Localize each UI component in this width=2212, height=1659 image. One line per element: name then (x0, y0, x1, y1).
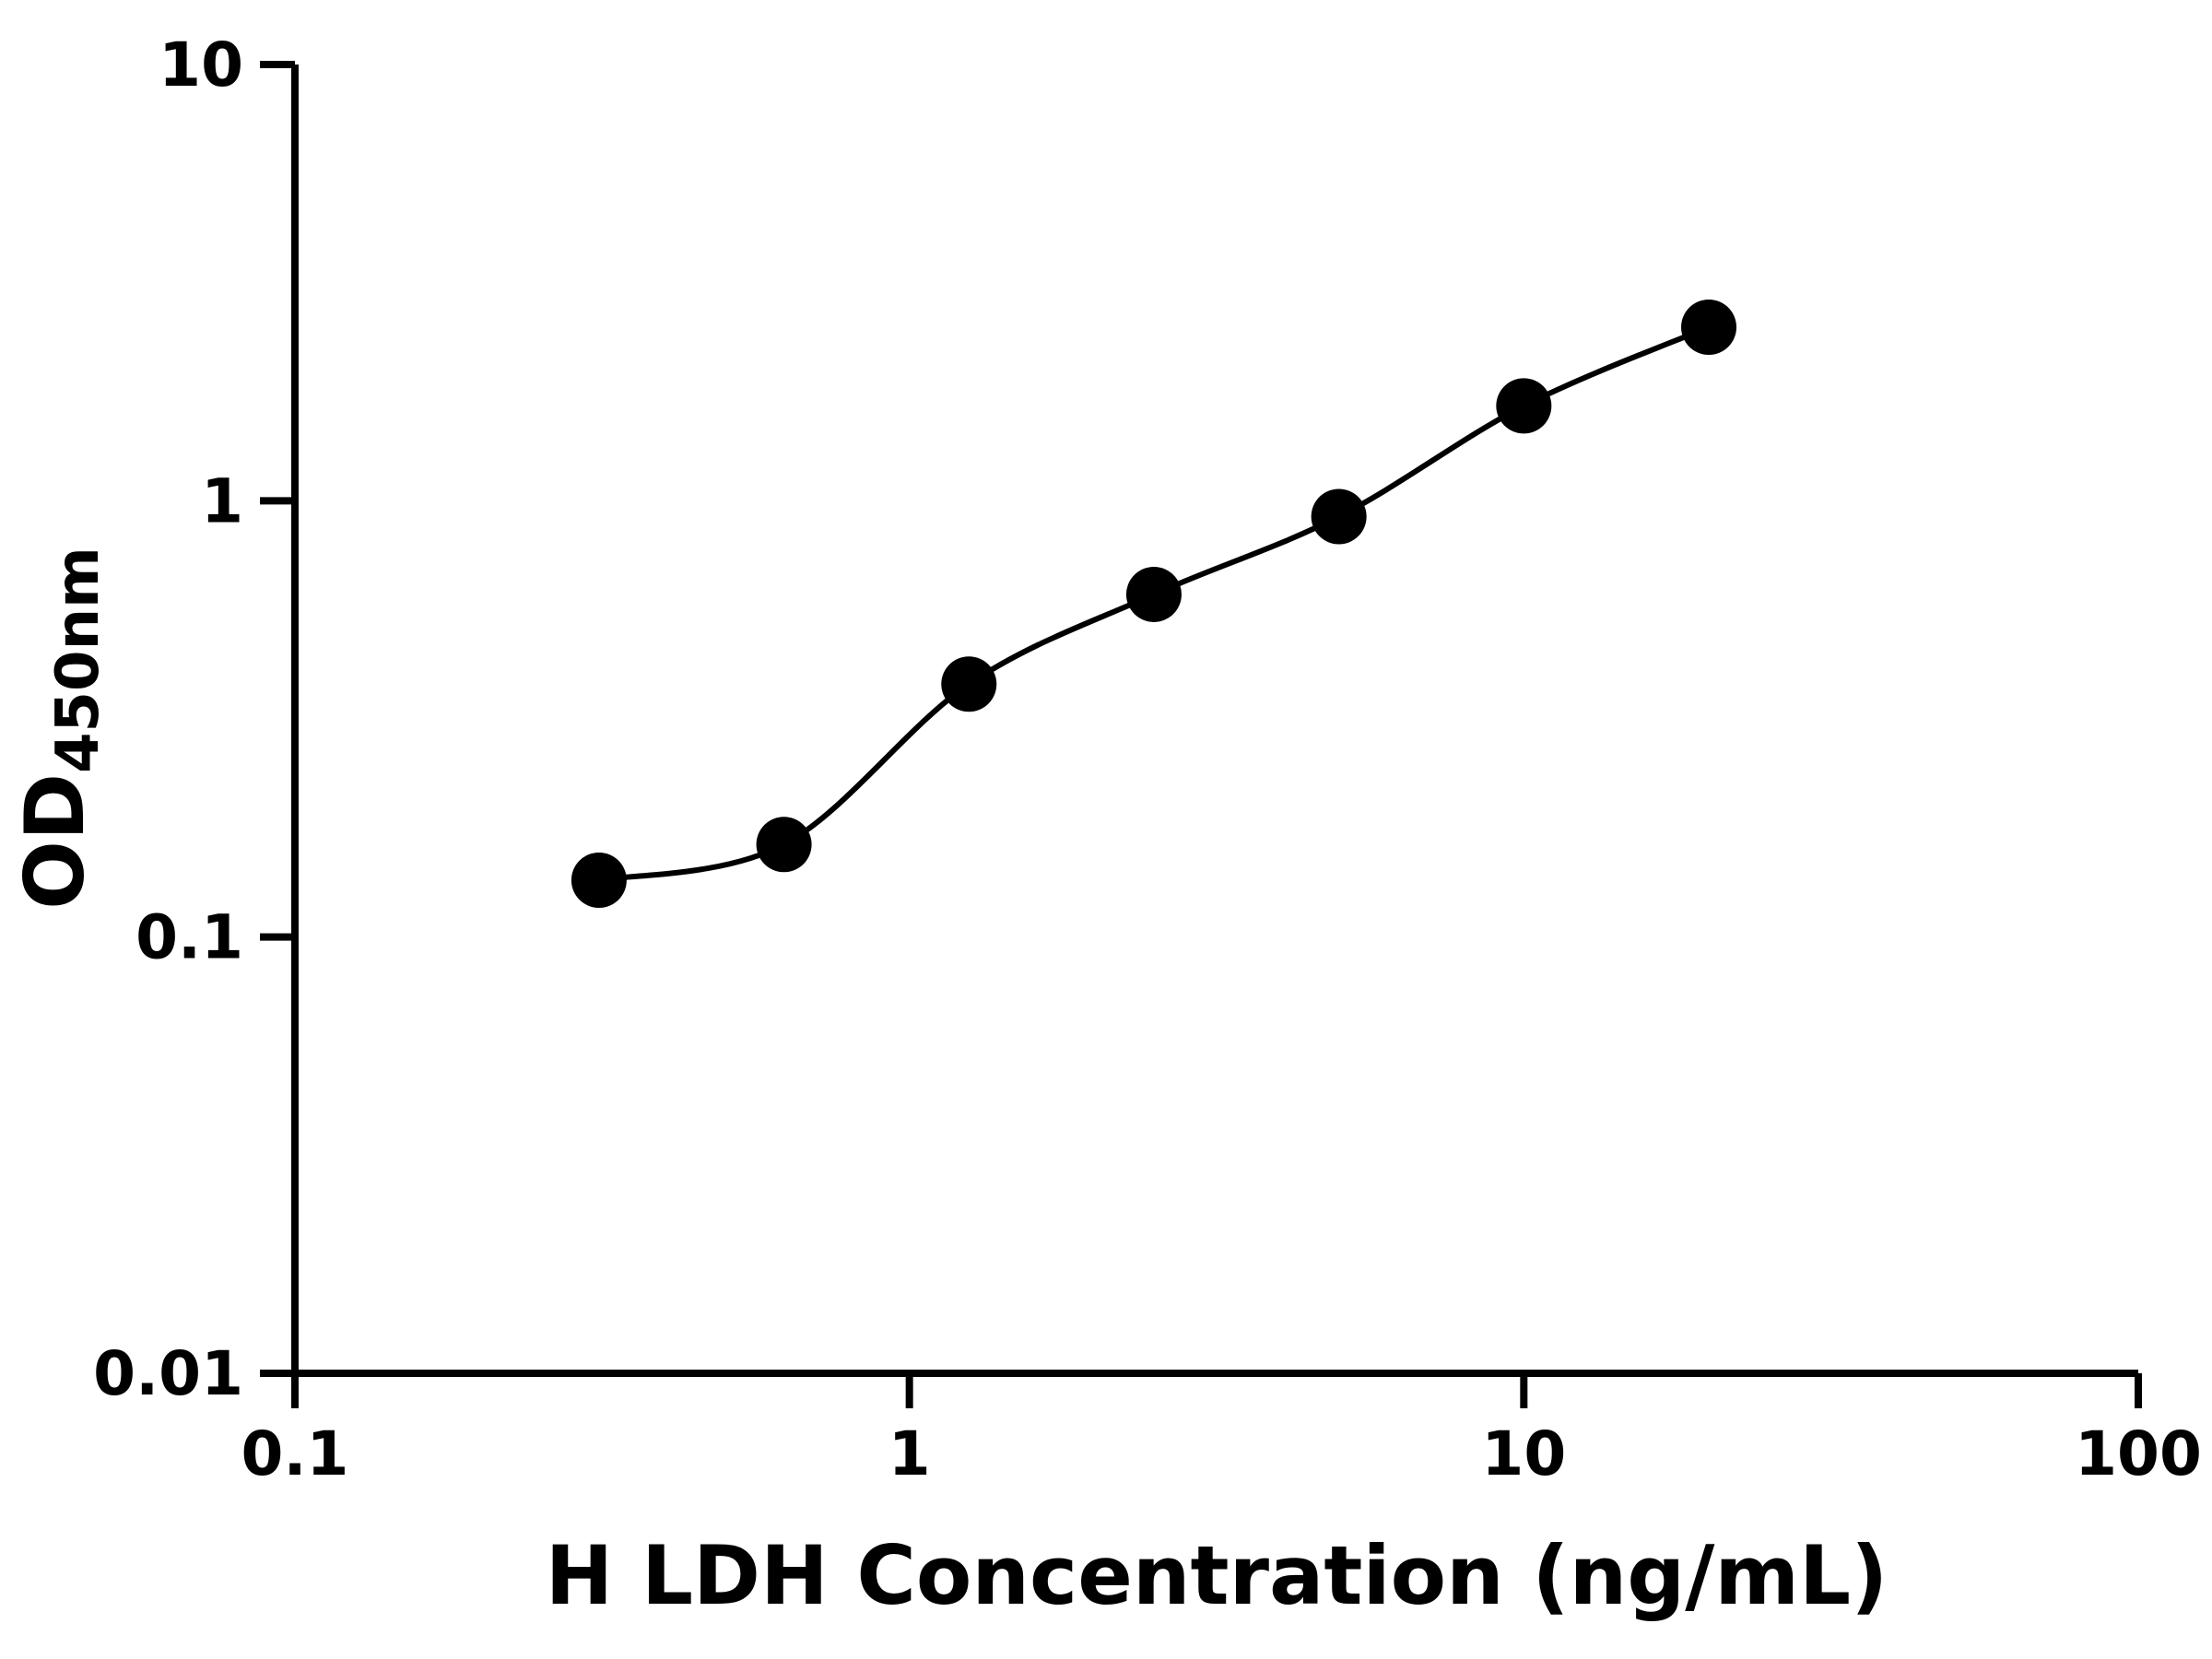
data-point (1496, 378, 1552, 434)
data-point (1681, 299, 1737, 355)
x-axis-title: H LDH Concentration (ng/mL) (546, 1528, 1888, 1623)
chart-render-layer: 0.1 1 10 100 0.01 0.1 1 10 (93, 29, 2202, 1489)
y-axis-title: OD450nm (7, 547, 112, 910)
y-tick-label: 0.1 (135, 902, 243, 973)
data-point (1311, 488, 1367, 545)
y-tick-label: 1 (201, 465, 243, 536)
x-tick-label: 100 (2075, 1418, 2202, 1489)
data-point (1125, 566, 1182, 622)
x-tick-label: 1 (888, 1418, 931, 1489)
y-axis-title-subscript: 450nm (44, 547, 112, 773)
data-point (571, 852, 627, 908)
x-tick-label: 0.1 (241, 1418, 349, 1489)
y-tick-label: 10 (159, 29, 243, 100)
data-point (756, 817, 812, 873)
x-tick-label: 10 (1481, 1418, 1566, 1489)
y-axis-title-main: OD (7, 773, 102, 910)
y-tick-label: 0.01 (93, 1338, 243, 1409)
data-point (941, 656, 997, 712)
